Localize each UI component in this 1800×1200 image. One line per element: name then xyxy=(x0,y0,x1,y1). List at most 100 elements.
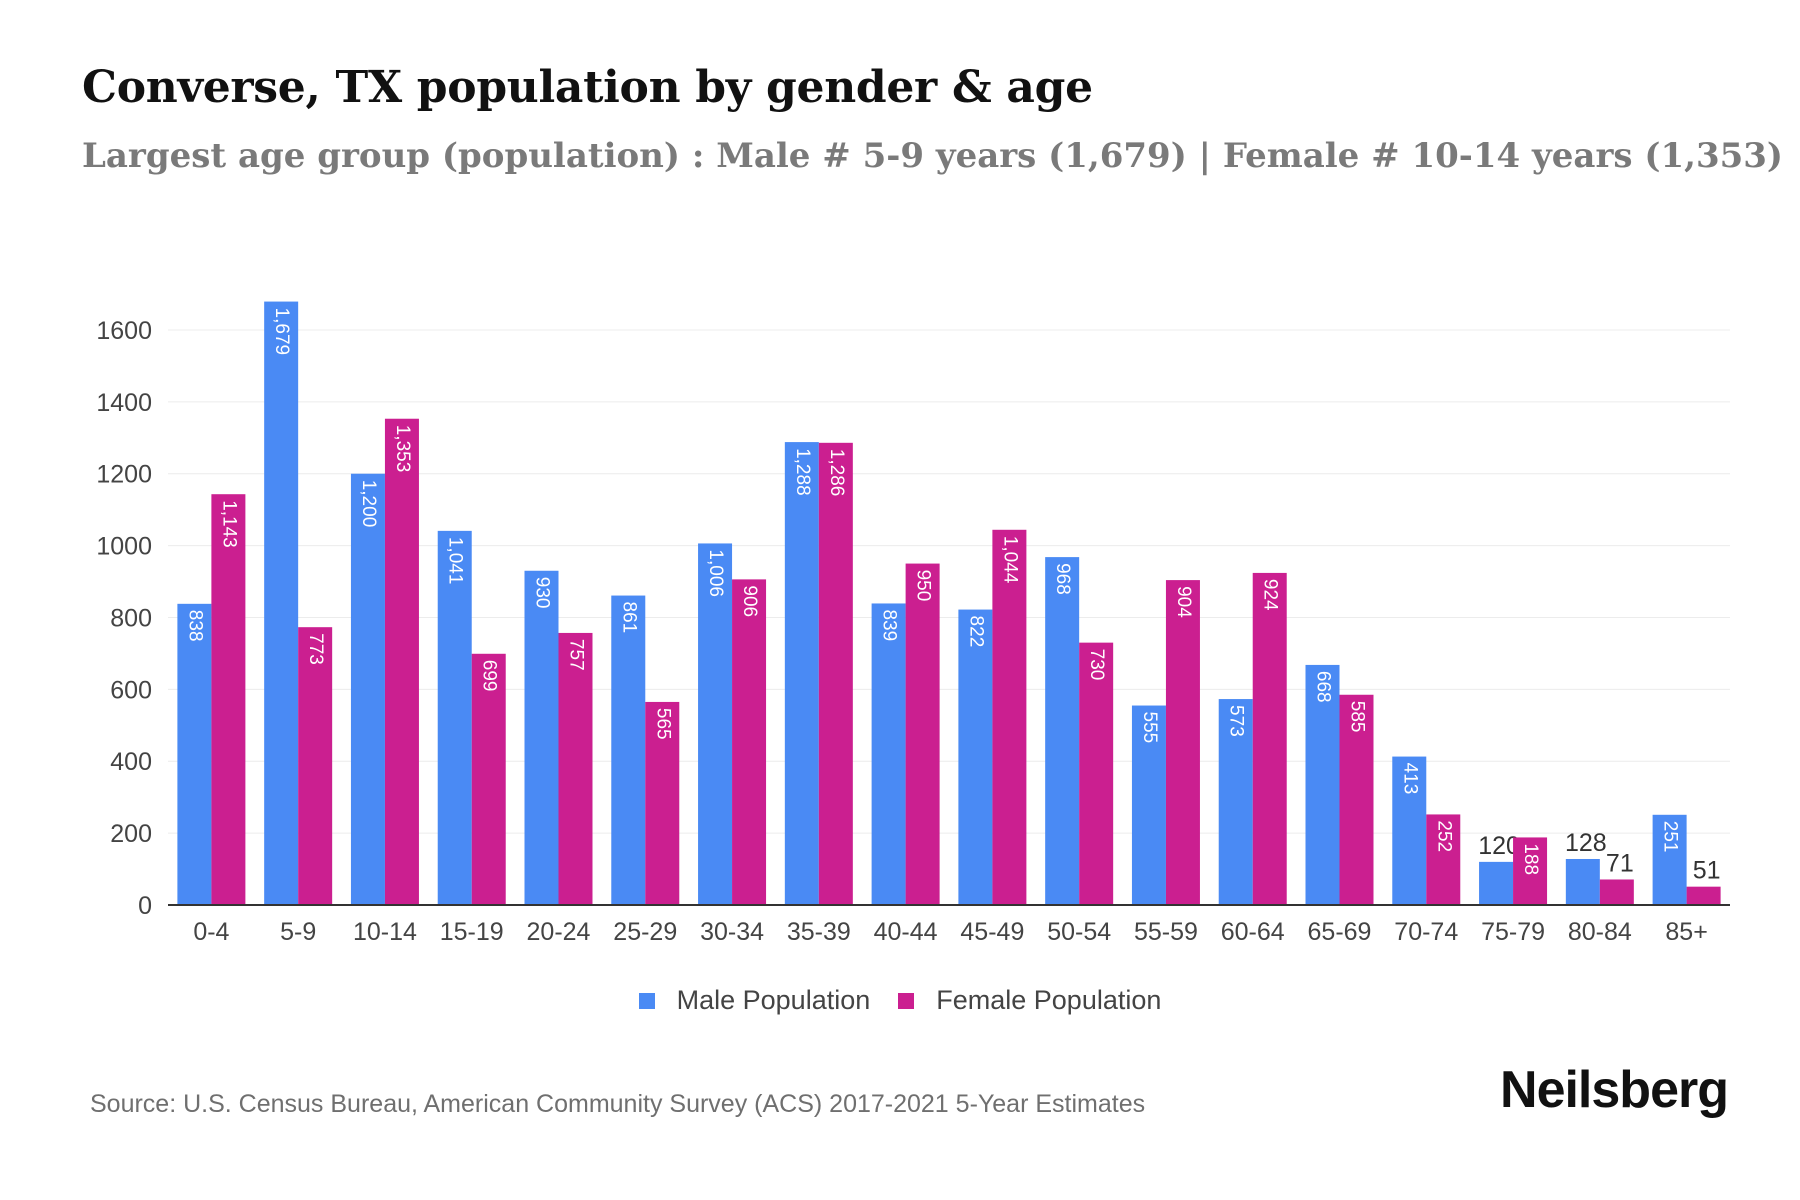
female-value-label: 924 xyxy=(1260,579,1281,611)
female-bar xyxy=(211,494,246,905)
legend-item-male: Male Population xyxy=(638,985,871,1016)
male-bar xyxy=(1218,699,1253,905)
x-tick-label: 40-44 xyxy=(874,918,938,946)
female-value-label: 71 xyxy=(1606,849,1634,877)
x-tick-label: 50-54 xyxy=(1047,918,1111,946)
female-value-label: 1,286 xyxy=(826,449,847,497)
female-value-label: 252 xyxy=(1433,820,1454,852)
male-value-label: 930 xyxy=(531,577,552,609)
x-tick-label: 15-19 xyxy=(440,918,504,946)
male-bar xyxy=(958,609,993,905)
x-tick-label: 0-4 xyxy=(193,918,229,946)
male-bar xyxy=(1392,756,1427,905)
female-value-label: 565 xyxy=(652,708,673,740)
female-value-label: 699 xyxy=(479,660,500,692)
female-value-label: 1,353 xyxy=(392,425,413,473)
female-bar xyxy=(818,442,853,905)
legend-item-female: Female Population xyxy=(898,985,1161,1016)
male-bar xyxy=(437,530,472,905)
female-bar xyxy=(645,701,680,905)
female-value-label: 730 xyxy=(1086,649,1107,681)
male-bar xyxy=(1131,705,1166,905)
female-bar xyxy=(471,653,506,905)
male-bar xyxy=(264,301,299,906)
male-value-label: 822 xyxy=(965,616,986,648)
male-value-label: 1,006 xyxy=(705,549,726,597)
legend-swatch-male xyxy=(638,992,655,1009)
female-value-label: 51 xyxy=(1693,857,1721,885)
male-value-label: 1,200 xyxy=(358,480,379,528)
x-tick-label: 70-74 xyxy=(1394,918,1458,946)
male-value-label: 413 xyxy=(1399,763,1420,795)
chart-subtitle: Largest age group (population) : Male # … xyxy=(82,136,1783,176)
male-value-label: 1,288 xyxy=(792,448,813,496)
male-value-label: 573 xyxy=(1226,705,1247,737)
female-value-label: 950 xyxy=(913,570,934,602)
x-tick-label: 75-79 xyxy=(1481,918,1545,946)
male-value-label: 128 xyxy=(1565,829,1607,857)
female-bar xyxy=(1426,814,1461,905)
female-value-label: 906 xyxy=(739,585,760,617)
male-value-label: 968 xyxy=(1052,563,1073,595)
legend-swatch-female xyxy=(898,992,915,1009)
y-tick-label: 600 xyxy=(110,676,152,704)
legend-label-male: Male Population xyxy=(676,985,871,1015)
male-bar xyxy=(1305,664,1340,905)
x-tick-label: 30-34 xyxy=(700,918,764,946)
x-tick-label: 85+ xyxy=(1665,918,1707,946)
female-value-label: 188 xyxy=(1520,843,1541,875)
male-bar xyxy=(1565,858,1600,905)
male-bar xyxy=(1652,814,1687,905)
male-bar xyxy=(524,570,559,905)
male-bar xyxy=(1479,861,1514,905)
female-bar xyxy=(1252,572,1287,905)
male-bar xyxy=(177,603,212,905)
x-tick-label: 10-14 xyxy=(353,918,417,946)
x-tick-label: 5-9 xyxy=(280,918,316,946)
female-value-label: 773 xyxy=(305,633,326,665)
male-bar xyxy=(698,543,733,905)
chart-legend: Male Population Female Population xyxy=(0,985,1800,1016)
male-value-label: 668 xyxy=(1312,671,1333,703)
female-bar xyxy=(992,529,1027,905)
male-value-label: 120 xyxy=(1478,832,1520,860)
legend-label-female: Female Population xyxy=(936,985,1162,1015)
male-bar xyxy=(784,442,819,905)
x-tick-label: 35-39 xyxy=(787,918,851,946)
female-bar xyxy=(1079,642,1114,905)
male-value-label: 1,679 xyxy=(271,308,292,356)
female-value-label: 1,044 xyxy=(999,536,1020,584)
x-tick-label: 25-29 xyxy=(613,918,677,946)
male-value-label: 555 xyxy=(1139,712,1160,744)
x-tick-label: 20-24 xyxy=(527,918,591,946)
y-tick-label: 1400 xyxy=(96,389,152,417)
female-bar xyxy=(905,563,940,905)
male-value-label: 251 xyxy=(1660,821,1681,853)
female-bar xyxy=(298,627,333,905)
y-tick-label: 400 xyxy=(110,748,152,776)
female-bar xyxy=(1165,580,1200,905)
x-tick-label: 60-64 xyxy=(1221,918,1285,946)
brand-logo: Neilsberg xyxy=(1500,1061,1729,1119)
x-tick-label: 80-84 xyxy=(1568,918,1632,946)
bar-chart: 0 200 400 600 800 1000 1200 1400 1600 838 1,143 0-4… xyxy=(96,301,1730,946)
female-value-label: 904 xyxy=(1173,586,1194,618)
female-bar xyxy=(384,418,419,905)
y-tick-label: 1600 xyxy=(96,317,152,345)
male-bar xyxy=(350,473,385,905)
female-value-label: 585 xyxy=(1346,701,1367,733)
y-tick-label: 200 xyxy=(110,820,152,848)
source-note: Source: U.S. Census Bureau, American Com… xyxy=(90,1090,1146,1118)
y-tick-label: 800 xyxy=(110,604,152,632)
male-bar xyxy=(1045,557,1080,905)
female-bar xyxy=(1339,694,1374,905)
male-bar xyxy=(871,603,906,905)
y-tick-label: 1000 xyxy=(96,533,152,561)
male-value-label: 839 xyxy=(879,609,900,641)
female-bar xyxy=(1513,837,1548,905)
female-bar xyxy=(558,632,593,905)
y-tick-label: 0 xyxy=(138,892,152,920)
male-value-label: 1,041 xyxy=(445,537,466,585)
female-value-label: 1,143 xyxy=(218,500,239,548)
male-value-label: 838 xyxy=(184,610,205,642)
